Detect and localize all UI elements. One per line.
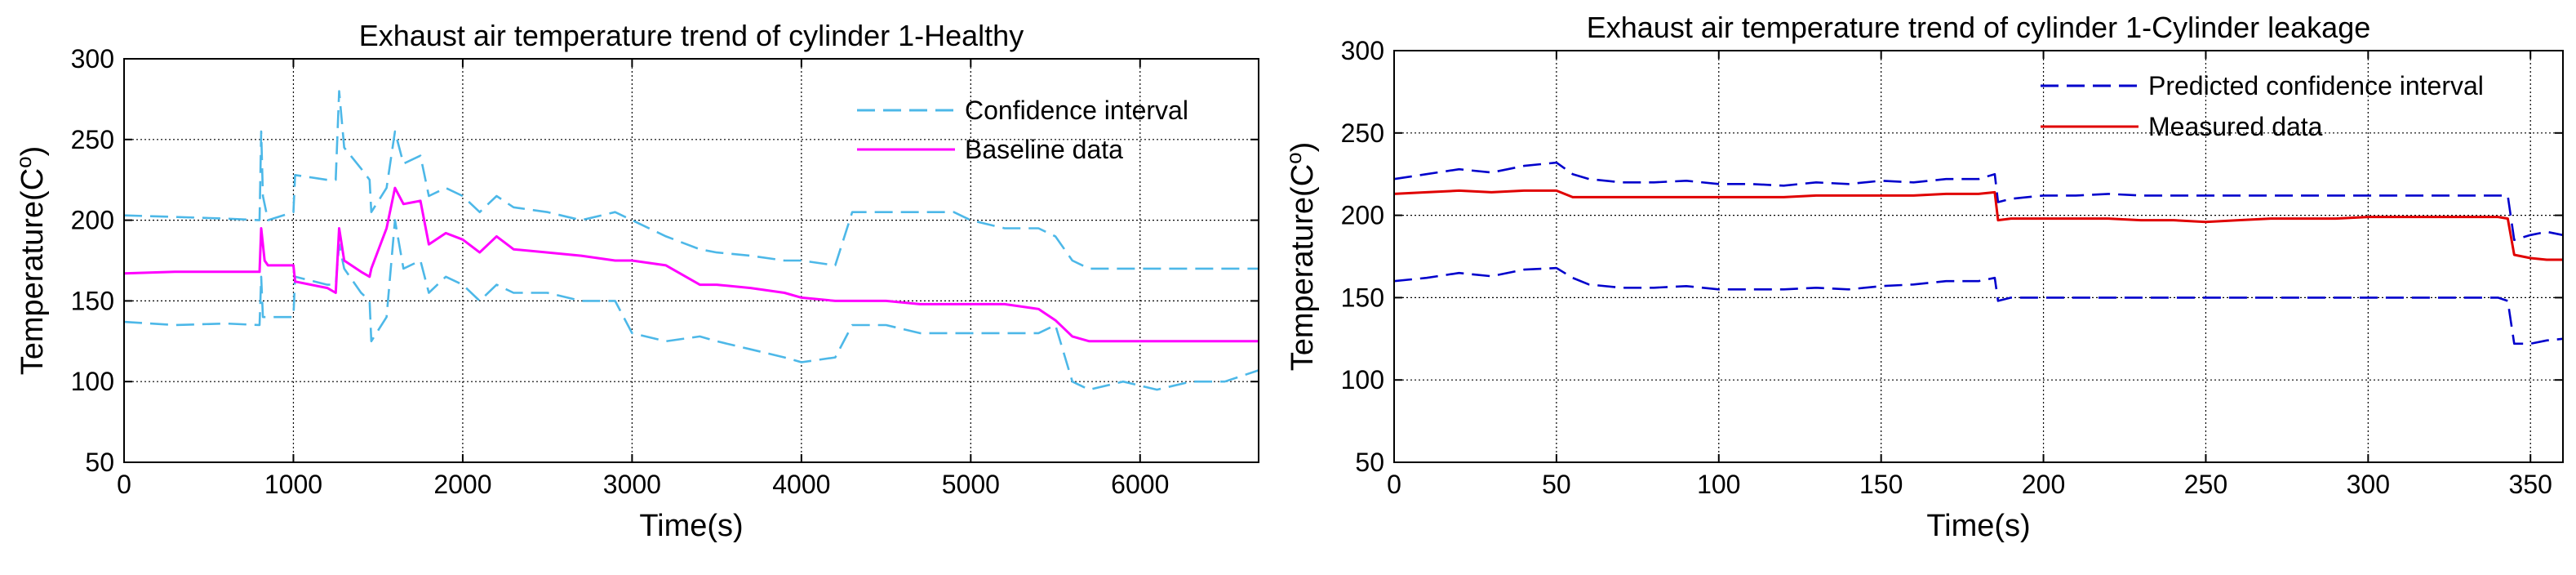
y-tick-label: 100 (71, 367, 114, 396)
y-tick-label: 50 (85, 448, 114, 477)
series-line-1 (1393, 161, 2564, 242)
x-tick-label: 100 (1697, 470, 1740, 499)
chart-title: Exhaust air temperature trend of cylinde… (1587, 11, 2371, 44)
x-tick-label: 3000 (603, 470, 661, 499)
y-tick-label: 250 (71, 125, 114, 154)
y-tick-label: 150 (71, 286, 114, 315)
y-axis-label-superscript: o (11, 156, 36, 167)
x-tick-label: 2000 (433, 470, 491, 499)
y-tick-label: 100 (1341, 365, 1384, 394)
y-tick-label: 200 (71, 206, 114, 235)
x-tick-label: 300 (2347, 470, 2390, 499)
x-tick-label: 250 (2184, 470, 2227, 499)
x-tick-label: 150 (1859, 470, 1903, 499)
y-axis-label-superscript: o (1281, 152, 1306, 163)
plot-frame (123, 58, 1259, 463)
series-line-2 (1393, 266, 2564, 345)
y-axis-label: Temperature(Co) (1281, 142, 1320, 372)
series-line-2 (123, 219, 1259, 391)
plot-frame (1393, 50, 2564, 463)
y-axis-label: Temperature(Co) (11, 146, 50, 376)
legend-label-1: Predicted confidence interval (2148, 71, 2484, 100)
y-tick-label: 200 (1341, 201, 1384, 230)
x-tick-label: 200 (2022, 470, 2065, 499)
y-axis-label-main: Temperature(C (1286, 164, 1320, 371)
x-tick-label: 0 (117, 470, 131, 499)
y-axis-label-close: ) (1286, 142, 1320, 153)
x-tick-label: 50 (1542, 470, 1571, 499)
legend-label-2: Baseline data (965, 135, 1123, 164)
x-tick-label: 5000 (942, 470, 1000, 499)
y-axis-label-close: ) (16, 146, 50, 157)
x-tick-label: 6000 (1111, 470, 1169, 499)
legend-label-1: Confidence interval (965, 96, 1188, 125)
series-line-1 (123, 90, 1259, 270)
chart-panel-1: 0 1000 2000 3000 4000 5000 6000 50 100 150 200 250 3… (11, 19, 1259, 543)
y-tick-label: 150 (1341, 283, 1384, 312)
legend-label-2: Measured data (2148, 112, 2323, 141)
y-tick-label: 250 (1341, 118, 1384, 148)
x-tick-label: 4000 (772, 470, 830, 499)
x-tick-label: 1000 (264, 470, 322, 499)
x-tick-label: 0 (1387, 470, 1401, 499)
y-axis-label-main: Temperature(C (16, 168, 50, 375)
x-axis-label: Time(s) (1926, 509, 2030, 543)
y-tick-label: 300 (71, 44, 114, 74)
series-line-3 (123, 186, 1259, 343)
series-line-3 (1393, 189, 2563, 261)
y-tick-label: 300 (1341, 36, 1384, 65)
x-axis-label: Time(s) (639, 509, 743, 543)
y-tick-label: 50 (1355, 448, 1384, 477)
chart-title: Exhaust air temperature trend of cylinde… (359, 19, 1024, 52)
chart-panel-2: 0 50 100 150 200 250 300 35050100150200250300Ex… (1281, 11, 2564, 543)
x-tick-label: 350 (2509, 470, 2552, 499)
